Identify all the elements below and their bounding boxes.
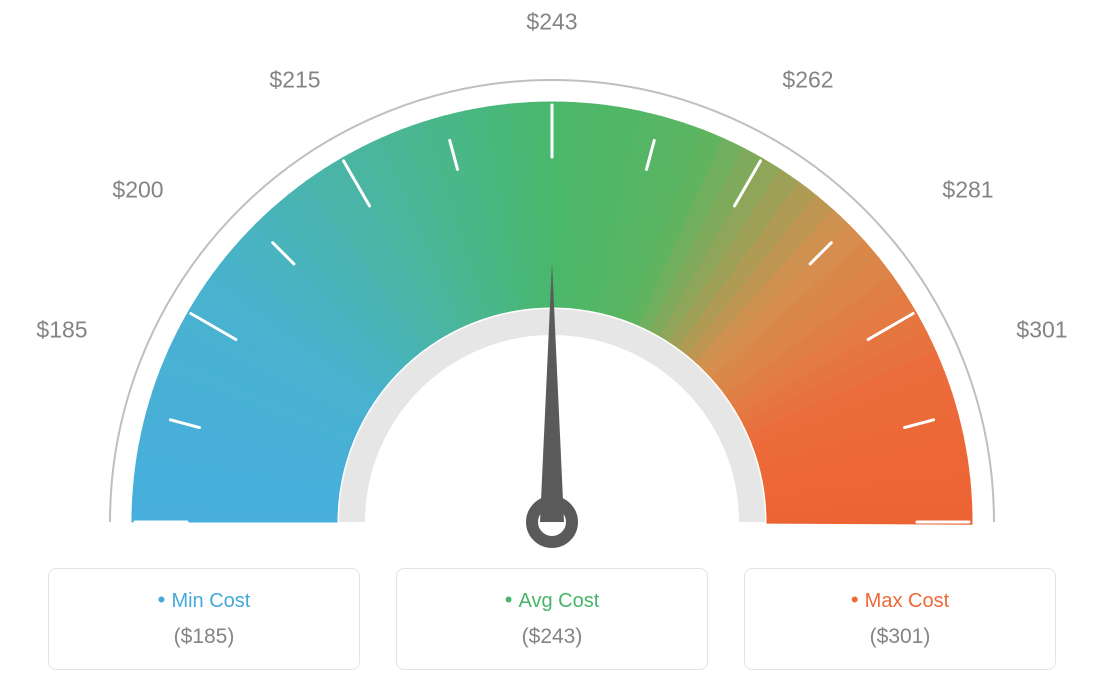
gauge-svg [0,0,1104,560]
gauge-tick-label: $243 [526,9,577,36]
legend-card-max: Max Cost ($301) [744,568,1056,670]
gauge-tick-label: $262 [782,67,833,94]
legend-max-title: Max Cost [755,587,1045,613]
gauge-tick-label: $281 [942,177,993,204]
gauge-tick-label: $200 [112,177,163,204]
legend-card-min: Min Cost ($185) [48,568,360,670]
gauge-tick-label: $215 [269,67,320,94]
gauge-tick-label: $301 [1016,317,1067,344]
legend-card-avg: Avg Cost ($243) [396,568,708,670]
legend-min-title: Min Cost [59,587,349,613]
legend-row: Min Cost ($185) Avg Cost ($243) Max Cost… [0,568,1104,670]
gauge-chart: $185 $200 $215 $243 $262 $281 $301 [0,0,1104,560]
gauge-tick-label: $185 [36,317,87,344]
legend-min-value: ($185) [59,625,349,649]
legend-avg-value: ($243) [407,625,697,649]
legend-avg-title: Avg Cost [407,587,697,613]
legend-max-value: ($301) [755,625,1045,649]
